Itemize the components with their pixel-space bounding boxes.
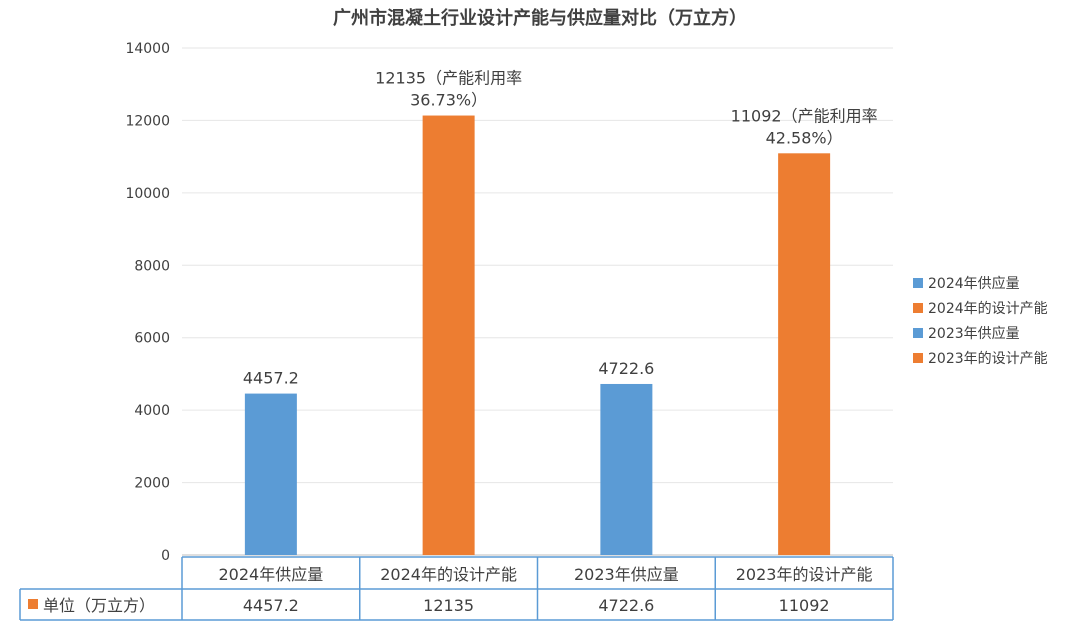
legend-item: 2024年供应量 (913, 275, 1020, 292)
y-tick-label: 8000 (134, 258, 170, 274)
y-tick-label: 14000 (125, 41, 170, 57)
grid-lines (182, 47, 893, 556)
table-row-marker (28, 599, 38, 609)
y-axis: 0 2000 4000 6000 8000 10000 12000 14000 (125, 41, 170, 564)
data-label: 36.73%） (410, 91, 487, 110)
legend-swatch (913, 303, 923, 313)
legend-swatch (913, 353, 923, 363)
y-tick-label: 2000 (134, 476, 170, 492)
data-labels: 4457.2 12135（产能利用率 36.73%） 4722.6 11092（产能利用… (243, 69, 878, 388)
x-category-label: 2023年的设计产能 (736, 565, 873, 584)
bar (422, 115, 475, 555)
data-table: 2024年供应量 4457.2 2024年的设计产能 12135 2023年供应量 472… (19, 556, 894, 621)
legend-item: 2023年的设计产能 (913, 351, 1048, 367)
data-label: 42.58%） (766, 128, 843, 147)
legend: 2024年供应量 2024年的设计产能 2023年供应量 2023年的设计产能 (913, 275, 1048, 367)
legend-label: 2023年供应量 (928, 325, 1020, 342)
legend-item: 2024年的设计产能 (913, 301, 1048, 317)
x-category-label: 2024年供应量 (219, 565, 324, 584)
data-label: 4722.6 (598, 359, 654, 378)
legend-swatch (913, 278, 923, 288)
bar (600, 383, 653, 555)
chart-title: 广州市混凝土行业设计产能与供应量对比（万立方） (333, 7, 747, 29)
data-label: 12135（产能利用率 (375, 69, 522, 88)
x-category-label: 2023年供应量 (574, 565, 679, 584)
bar (244, 393, 297, 555)
data-label: 11092（产能利用率 (731, 106, 878, 125)
y-tick-label: 12000 (125, 113, 170, 129)
bars (244, 115, 831, 555)
x-category-label: 2024年的设计产能 (380, 565, 517, 584)
y-tick-label: 6000 (134, 331, 170, 347)
y-tick-label: 0 (161, 548, 170, 564)
legend-label: 2023年的设计产能 (928, 351, 1048, 367)
legend-item: 2023年供应量 (913, 325, 1020, 342)
table-value: 11092 (779, 596, 830, 615)
y-tick-label: 10000 (125, 186, 170, 202)
table-value: 4722.6 (598, 596, 654, 615)
legend-swatch (913, 328, 923, 338)
data-label: 4457.2 (243, 369, 299, 388)
bar (778, 153, 831, 555)
table-row-label: 单位（万立方） (43, 596, 155, 615)
legend-label: 2024年的设计产能 (928, 301, 1048, 317)
table-value: 4457.2 (243, 596, 299, 615)
legend-label: 2024年供应量 (928, 275, 1020, 292)
table-value: 12135 (423, 596, 474, 615)
y-tick-label: 4000 (134, 403, 170, 419)
